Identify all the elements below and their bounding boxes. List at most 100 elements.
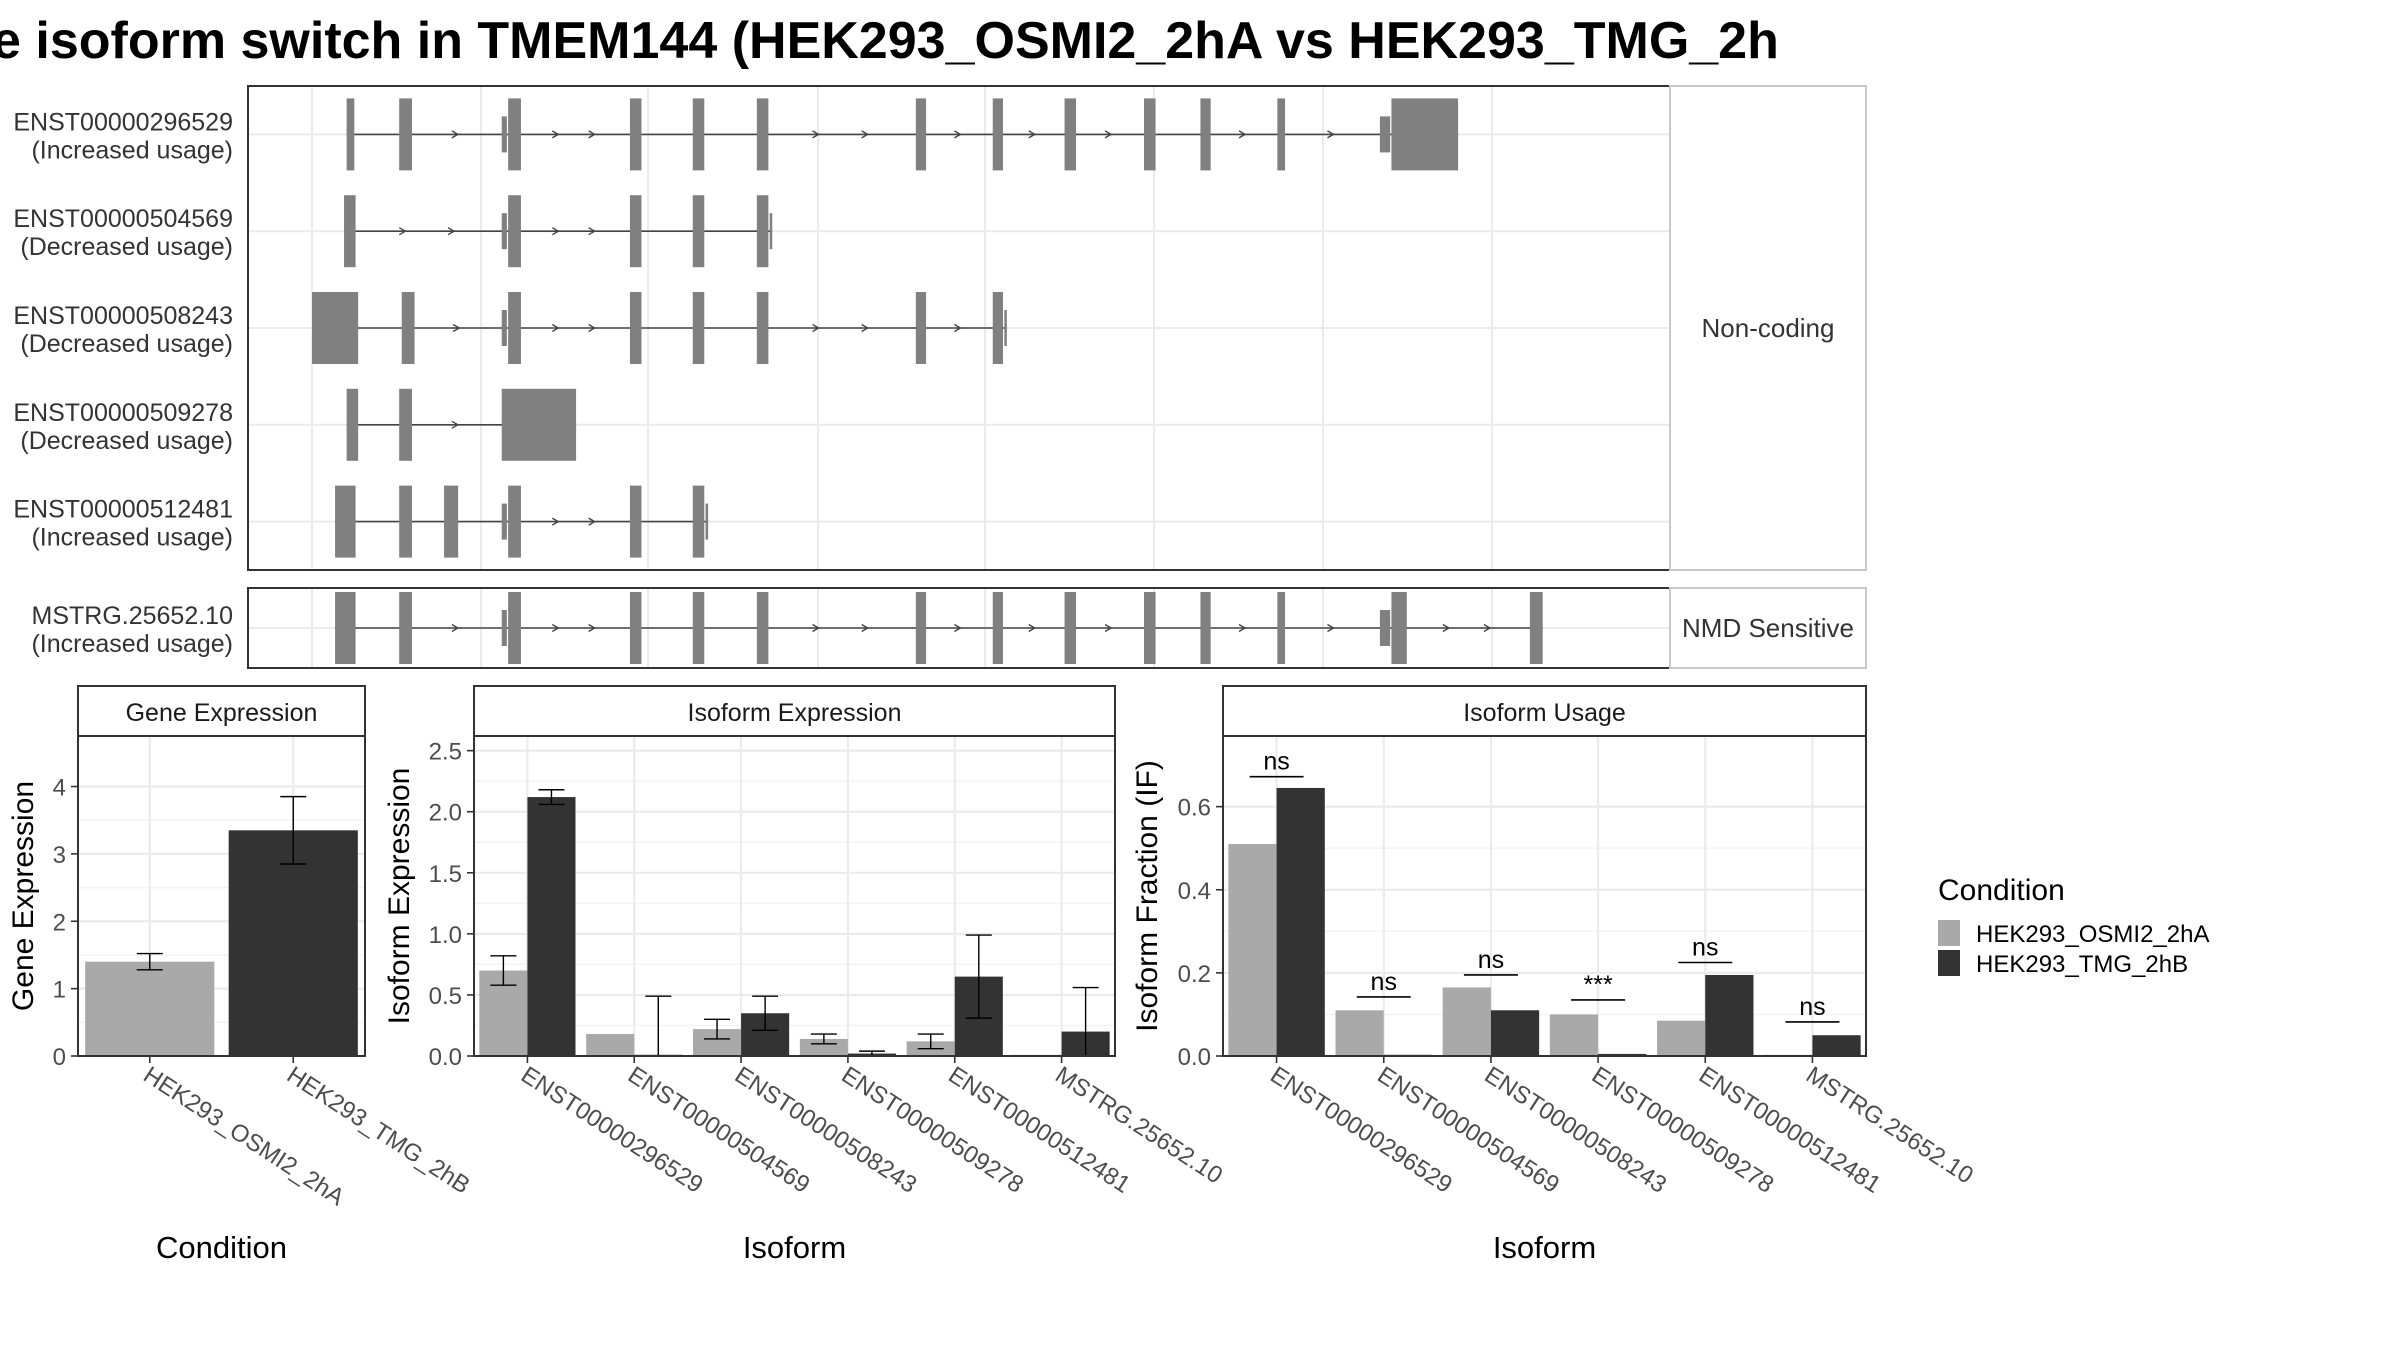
transcript-label: ENST00000296529 bbox=[13, 108, 233, 136]
panel-strip bbox=[473, 685, 1116, 737]
exon bbox=[992, 292, 1003, 364]
transcript-label: ENST00000509278 bbox=[13, 399, 233, 427]
exon bbox=[1144, 98, 1156, 171]
bar bbox=[1228, 844, 1277, 1056]
exon bbox=[756, 592, 769, 664]
significance-label: ns bbox=[1263, 748, 1289, 776]
exon bbox=[629, 592, 642, 664]
transcript-row bbox=[346, 98, 1459, 171]
usage-label: (Increased usage) bbox=[31, 136, 233, 164]
strand-arrow bbox=[1483, 623, 1492, 633]
bar bbox=[1442, 987, 1491, 1056]
transcript-label: ENST00000512481 bbox=[13, 496, 233, 524]
exon bbox=[756, 98, 769, 171]
y-tick-label: 2.0 bbox=[429, 800, 462, 827]
legend-label: HEK293_OSMI2_2hA bbox=[1976, 921, 2209, 948]
bar bbox=[1549, 1014, 1599, 1056]
exon bbox=[915, 98, 927, 171]
legend: Condition HEK293_OSMI2_2hA HEK293_TMG_2hB bbox=[1938, 874, 2209, 978]
y-tick-label: 3 bbox=[53, 842, 66, 869]
strand-arrow bbox=[812, 130, 820, 139]
y-tick-label: 0 bbox=[53, 1044, 66, 1071]
bar bbox=[1705, 974, 1754, 1056]
exon bbox=[401, 292, 415, 364]
exon bbox=[346, 98, 355, 171]
strand-arrow bbox=[954, 623, 962, 633]
legend-swatch bbox=[1938, 920, 1960, 946]
exon bbox=[501, 213, 507, 250]
exon bbox=[508, 592, 521, 664]
exon bbox=[312, 292, 359, 364]
transcript-label: MSTRG.25652.10 bbox=[32, 602, 234, 630]
exon bbox=[1200, 98, 1211, 171]
exon bbox=[629, 195, 642, 268]
strand-arrow bbox=[1327, 130, 1335, 139]
strand-arrow bbox=[588, 323, 597, 333]
facet-strip-label: Non-coding bbox=[1702, 313, 1835, 343]
plot-bg bbox=[474, 736, 1115, 1056]
x-axis-title: Condition bbox=[156, 1230, 287, 1265]
exon bbox=[501, 503, 507, 540]
y-tick-label: 1 bbox=[53, 977, 66, 1004]
strand-arrow bbox=[861, 323, 870, 333]
exon bbox=[508, 292, 521, 364]
exon bbox=[756, 292, 769, 364]
x-tick-label: ENST00000512481 bbox=[1694, 1061, 1886, 1198]
bar bbox=[1490, 1010, 1540, 1056]
y-tick-label: 0.0 bbox=[1178, 1044, 1211, 1071]
legend-label: HEK293_TMG_2hB bbox=[1976, 951, 2188, 978]
facet-strip-label: NMD Sensitive bbox=[1682, 613, 1854, 643]
exon bbox=[992, 592, 1003, 664]
strand-arrow bbox=[588, 227, 597, 236]
usage-label: (Decreased usage) bbox=[20, 427, 233, 455]
strand-arrow bbox=[1104, 130, 1113, 139]
y-tick-label: 0.0 bbox=[429, 1044, 462, 1071]
significance-label: ns bbox=[1478, 946, 1504, 974]
strand-arrow bbox=[451, 130, 460, 139]
exon bbox=[399, 98, 412, 171]
exon bbox=[629, 485, 642, 558]
x-tick-label: ENST00000296529 bbox=[516, 1061, 708, 1198]
exon bbox=[508, 195, 521, 268]
exon bbox=[992, 98, 1003, 171]
panel-title: Isoform Expression bbox=[688, 699, 902, 727]
exon bbox=[692, 195, 705, 268]
exon bbox=[629, 98, 642, 171]
exon bbox=[915, 592, 927, 664]
usage-label: (Decreased usage) bbox=[20, 330, 233, 358]
figure-title: e isoform switch in TMEM144 (HEK293_OSMI… bbox=[0, 12, 1779, 70]
exon bbox=[335, 592, 356, 664]
structure-panel-1: ENST00000296529(Increased usage) ENST0000… bbox=[13, 85, 1867, 571]
exon bbox=[629, 292, 642, 364]
chart-3: 0.0 0.2 0.4 0.6 ns ns ns *** ns ns ENST00000296529… bbox=[1131, 685, 1978, 1265]
exon bbox=[1379, 116, 1391, 153]
strand-arrow bbox=[1238, 130, 1247, 139]
x-tick-label: ENST00000512481 bbox=[943, 1061, 1135, 1198]
bar-charts: 01234HEK293_OSMI2_2hAHEK293_TMG_2hBGene … bbox=[7, 685, 1978, 1265]
exon bbox=[335, 485, 356, 558]
transcript-row bbox=[344, 195, 773, 268]
exon bbox=[501, 310, 507, 346]
significance-label: ns bbox=[1371, 968, 1397, 996]
x-tick-label: ENST00000504569 bbox=[623, 1061, 815, 1198]
strand-arrow bbox=[452, 323, 461, 333]
exon bbox=[399, 592, 412, 664]
exon bbox=[692, 292, 705, 364]
strand-arrow bbox=[551, 517, 560, 526]
strand-arrow bbox=[588, 623, 597, 633]
usage-label: (Decreased usage) bbox=[20, 233, 233, 261]
strand-arrow bbox=[451, 420, 460, 429]
transcript-row bbox=[346, 388, 577, 461]
exon bbox=[1064, 592, 1077, 664]
exon bbox=[444, 485, 459, 558]
exon bbox=[1004, 310, 1007, 346]
y-tick-label: 0.6 bbox=[1178, 795, 1211, 822]
strand-arrow bbox=[812, 323, 820, 333]
bar bbox=[1276, 787, 1325, 1056]
panel-title: Gene Expression bbox=[126, 699, 318, 727]
exon bbox=[508, 485, 521, 558]
exon bbox=[705, 503, 709, 540]
exon bbox=[508, 98, 521, 171]
exon bbox=[344, 195, 356, 268]
